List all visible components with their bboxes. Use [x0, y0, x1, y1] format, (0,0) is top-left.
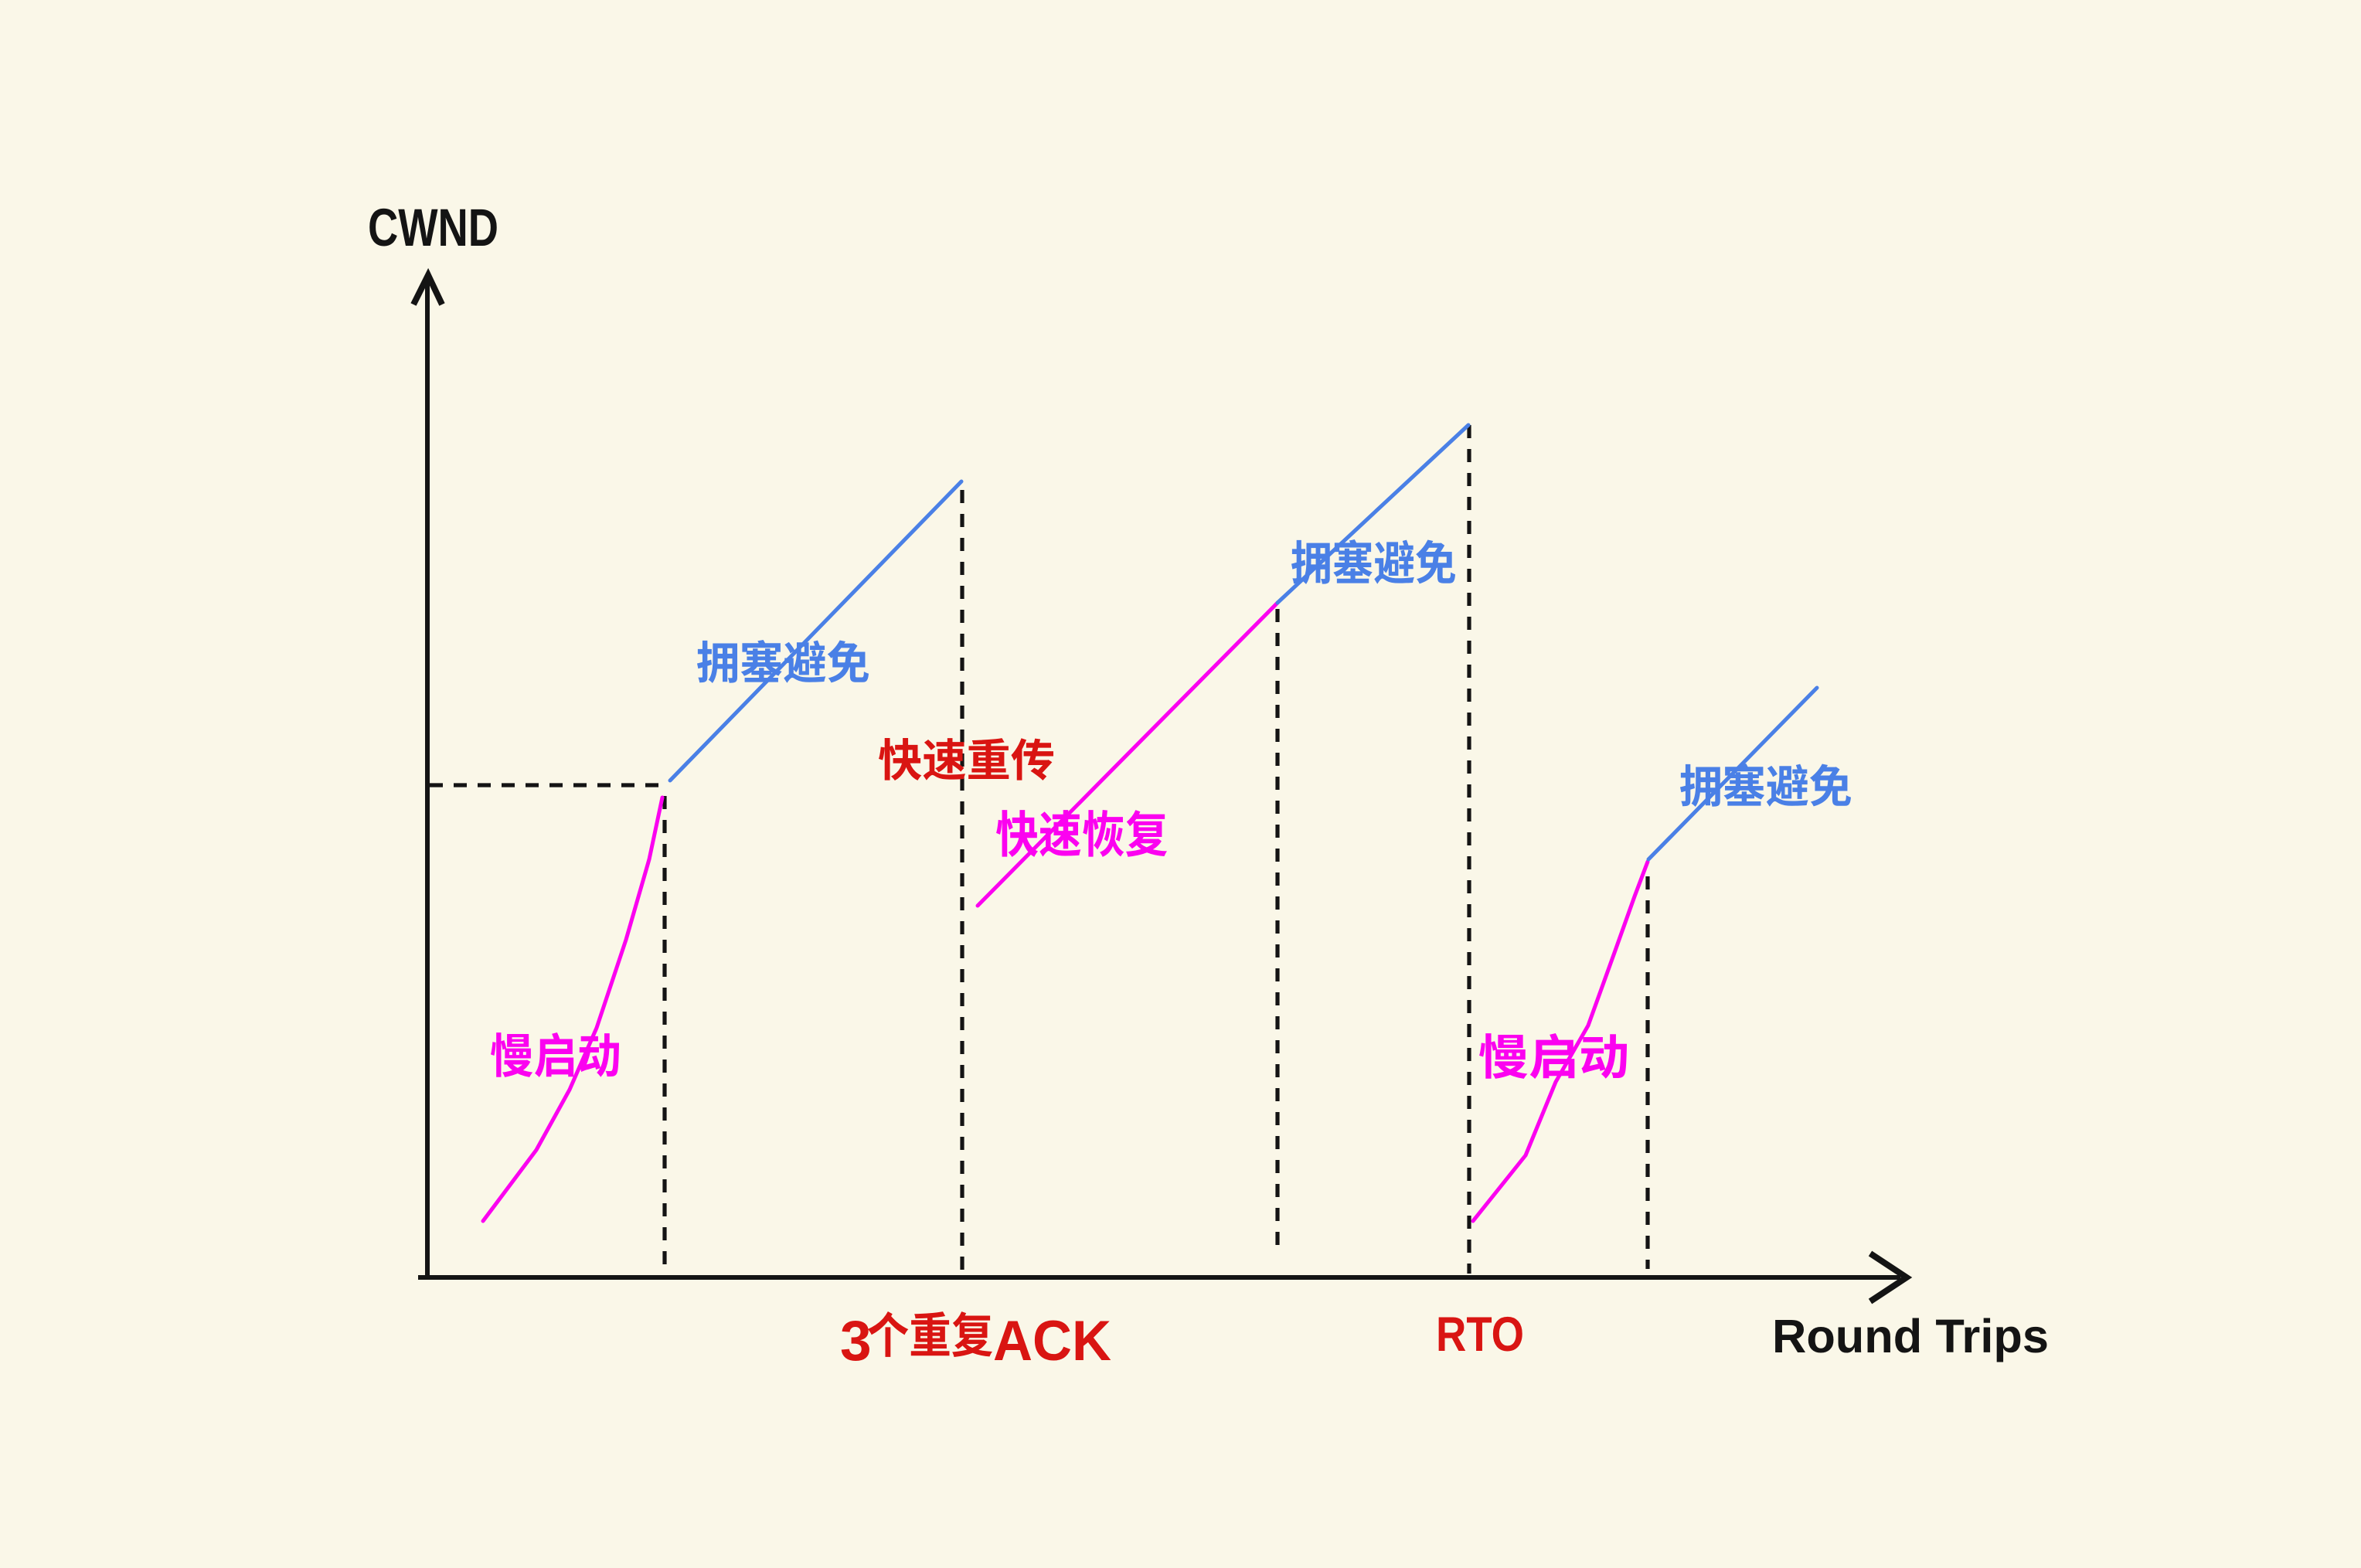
- svg-text:ACK: ACK: [993, 1310, 1111, 1372]
- svg-text:RTO: RTO: [1436, 1308, 1524, 1362]
- svg-text:3: 3: [840, 1310, 872, 1372]
- svg-text:Round Trips: Round Trips: [1772, 1310, 2049, 1362]
- svg-text:CWND: CWND: [368, 198, 498, 257]
